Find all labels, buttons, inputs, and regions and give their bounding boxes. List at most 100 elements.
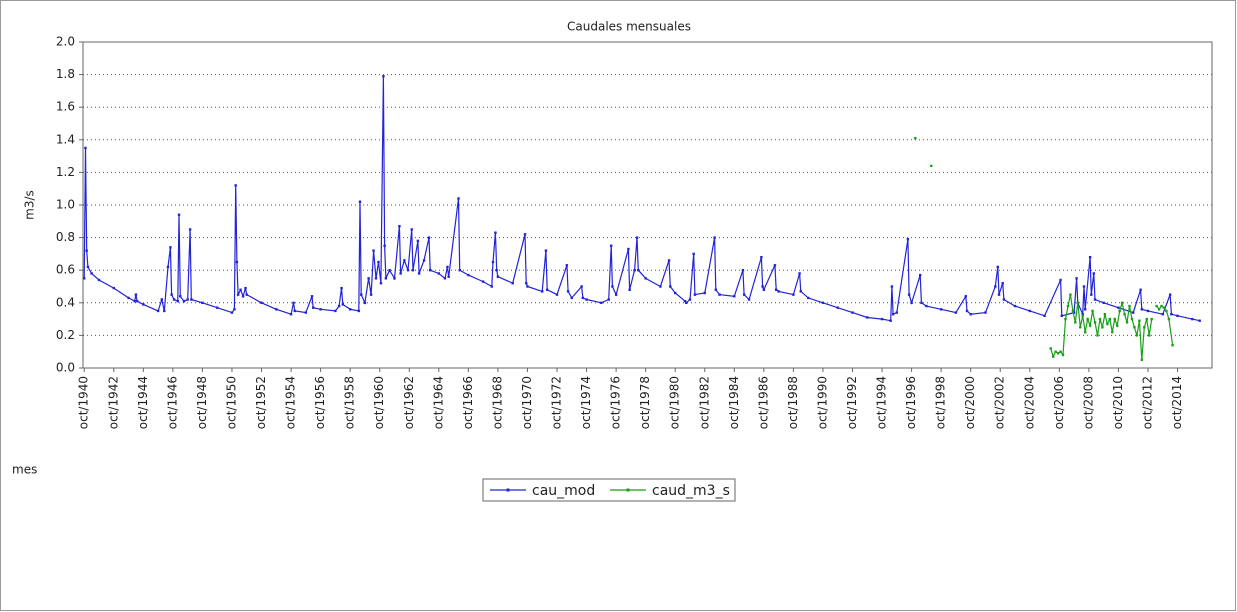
data-point bbox=[127, 296, 130, 300]
x-tick-label: oct/2000 bbox=[963, 376, 977, 429]
data-point bbox=[457, 197, 460, 200]
x-tick-label: oct/1968 bbox=[490, 376, 504, 429]
data-point bbox=[1118, 309, 1121, 313]
data-point bbox=[234, 184, 237, 187]
data-point bbox=[939, 308, 943, 311]
x-tick-label: oct/2010 bbox=[1111, 376, 1125, 429]
data-point bbox=[925, 304, 928, 308]
data-point bbox=[1090, 293, 1093, 296]
data-point bbox=[880, 317, 884, 321]
x-tick-label: oct/1966 bbox=[461, 376, 475, 429]
data-point bbox=[1059, 278, 1062, 282]
data-point bbox=[761, 285, 764, 288]
data-point bbox=[166, 265, 170, 269]
chart-title: Caudales mensuales bbox=[567, 20, 691, 34]
data-point bbox=[239, 288, 242, 291]
y-tick-label: 2.0 bbox=[56, 35, 75, 49]
data-point bbox=[293, 309, 296, 313]
data-point bbox=[241, 295, 245, 298]
data-point bbox=[1076, 301, 1080, 304]
data-point bbox=[565, 264, 569, 267]
data-point bbox=[511, 282, 514, 285]
data-point bbox=[1071, 309, 1075, 313]
data-point bbox=[1133, 326, 1136, 329]
data-point bbox=[637, 269, 640, 272]
x-tick-label: oct/2002 bbox=[993, 376, 1007, 429]
data-point bbox=[490, 285, 493, 288]
x-tick-label: oct/1946 bbox=[165, 376, 179, 429]
data-point bbox=[416, 239, 420, 243]
data-point bbox=[580, 285, 583, 288]
x-tick-label: oct/1992 bbox=[845, 376, 859, 429]
y-tick-label: 1.4 bbox=[56, 132, 75, 146]
data-point bbox=[398, 224, 401, 228]
data-point bbox=[1086, 317, 1089, 321]
data-point bbox=[379, 282, 383, 285]
data-point bbox=[1060, 314, 1063, 318]
data-point bbox=[160, 298, 163, 301]
data-point bbox=[526, 285, 529, 288]
data-point bbox=[447, 275, 450, 278]
data-point bbox=[388, 269, 391, 272]
data-point bbox=[374, 277, 378, 280]
data-point bbox=[920, 301, 923, 304]
data-point bbox=[1140, 308, 1144, 311]
data-point bbox=[1113, 317, 1116, 321]
x-tick-label: oct/1944 bbox=[136, 376, 150, 429]
y-tick-label: 0.6 bbox=[56, 263, 75, 277]
x-tick-label: oct/1958 bbox=[343, 376, 357, 429]
x-tick-label: oct/1974 bbox=[579, 376, 593, 429]
data-point bbox=[348, 308, 352, 311]
data-point bbox=[467, 273, 470, 277]
data-point bbox=[1128, 304, 1131, 308]
data-point bbox=[384, 277, 388, 280]
data-point bbox=[555, 293, 559, 296]
data-point bbox=[635, 236, 639, 239]
data-point bbox=[895, 311, 899, 314]
x-axis-label: mes bbox=[12, 463, 37, 477]
legend-marker bbox=[626, 488, 630, 492]
x-tick-label: oct/1956 bbox=[313, 376, 327, 429]
data-point bbox=[411, 269, 415, 272]
data-point bbox=[1092, 272, 1096, 275]
data-point bbox=[674, 291, 677, 295]
x-tick-label: oct/2008 bbox=[1081, 376, 1095, 429]
data-point bbox=[607, 298, 610, 301]
data-point bbox=[179, 295, 182, 298]
data-point bbox=[964, 295, 967, 298]
data-point bbox=[319, 308, 322, 311]
data-point bbox=[383, 244, 386, 247]
x-tick-label: oct/1984 bbox=[727, 376, 741, 429]
data-point bbox=[627, 247, 630, 251]
data-point bbox=[1162, 306, 1166, 309]
data-point bbox=[1075, 277, 1078, 280]
data-point bbox=[1083, 308, 1087, 311]
data-point bbox=[919, 273, 922, 277]
data-point bbox=[133, 299, 136, 303]
data-point bbox=[1069, 293, 1072, 296]
data-point bbox=[1043, 314, 1046, 318]
data-point bbox=[1066, 304, 1070, 308]
data-point bbox=[97, 278, 101, 282]
y-axis-label: m3/s bbox=[23, 190, 37, 220]
data-point bbox=[1091, 309, 1094, 313]
data-point bbox=[170, 293, 173, 296]
data-point bbox=[367, 277, 370, 280]
data-point bbox=[792, 293, 795, 296]
data-point bbox=[182, 299, 186, 303]
data-point bbox=[341, 303, 344, 306]
data-point bbox=[1165, 309, 1168, 313]
data-point bbox=[1056, 352, 1060, 355]
data-point bbox=[393, 277, 396, 280]
data-point bbox=[1081, 313, 1084, 316]
data-point bbox=[890, 285, 894, 288]
data-point bbox=[1167, 317, 1171, 321]
data-point bbox=[1171, 343, 1174, 347]
data-point bbox=[996, 265, 999, 269]
data-point bbox=[84, 146, 87, 150]
data-point bbox=[1168, 293, 1172, 296]
data-point bbox=[235, 260, 239, 264]
data-point bbox=[777, 290, 780, 293]
data-point bbox=[889, 319, 892, 322]
data-point bbox=[703, 291, 706, 295]
